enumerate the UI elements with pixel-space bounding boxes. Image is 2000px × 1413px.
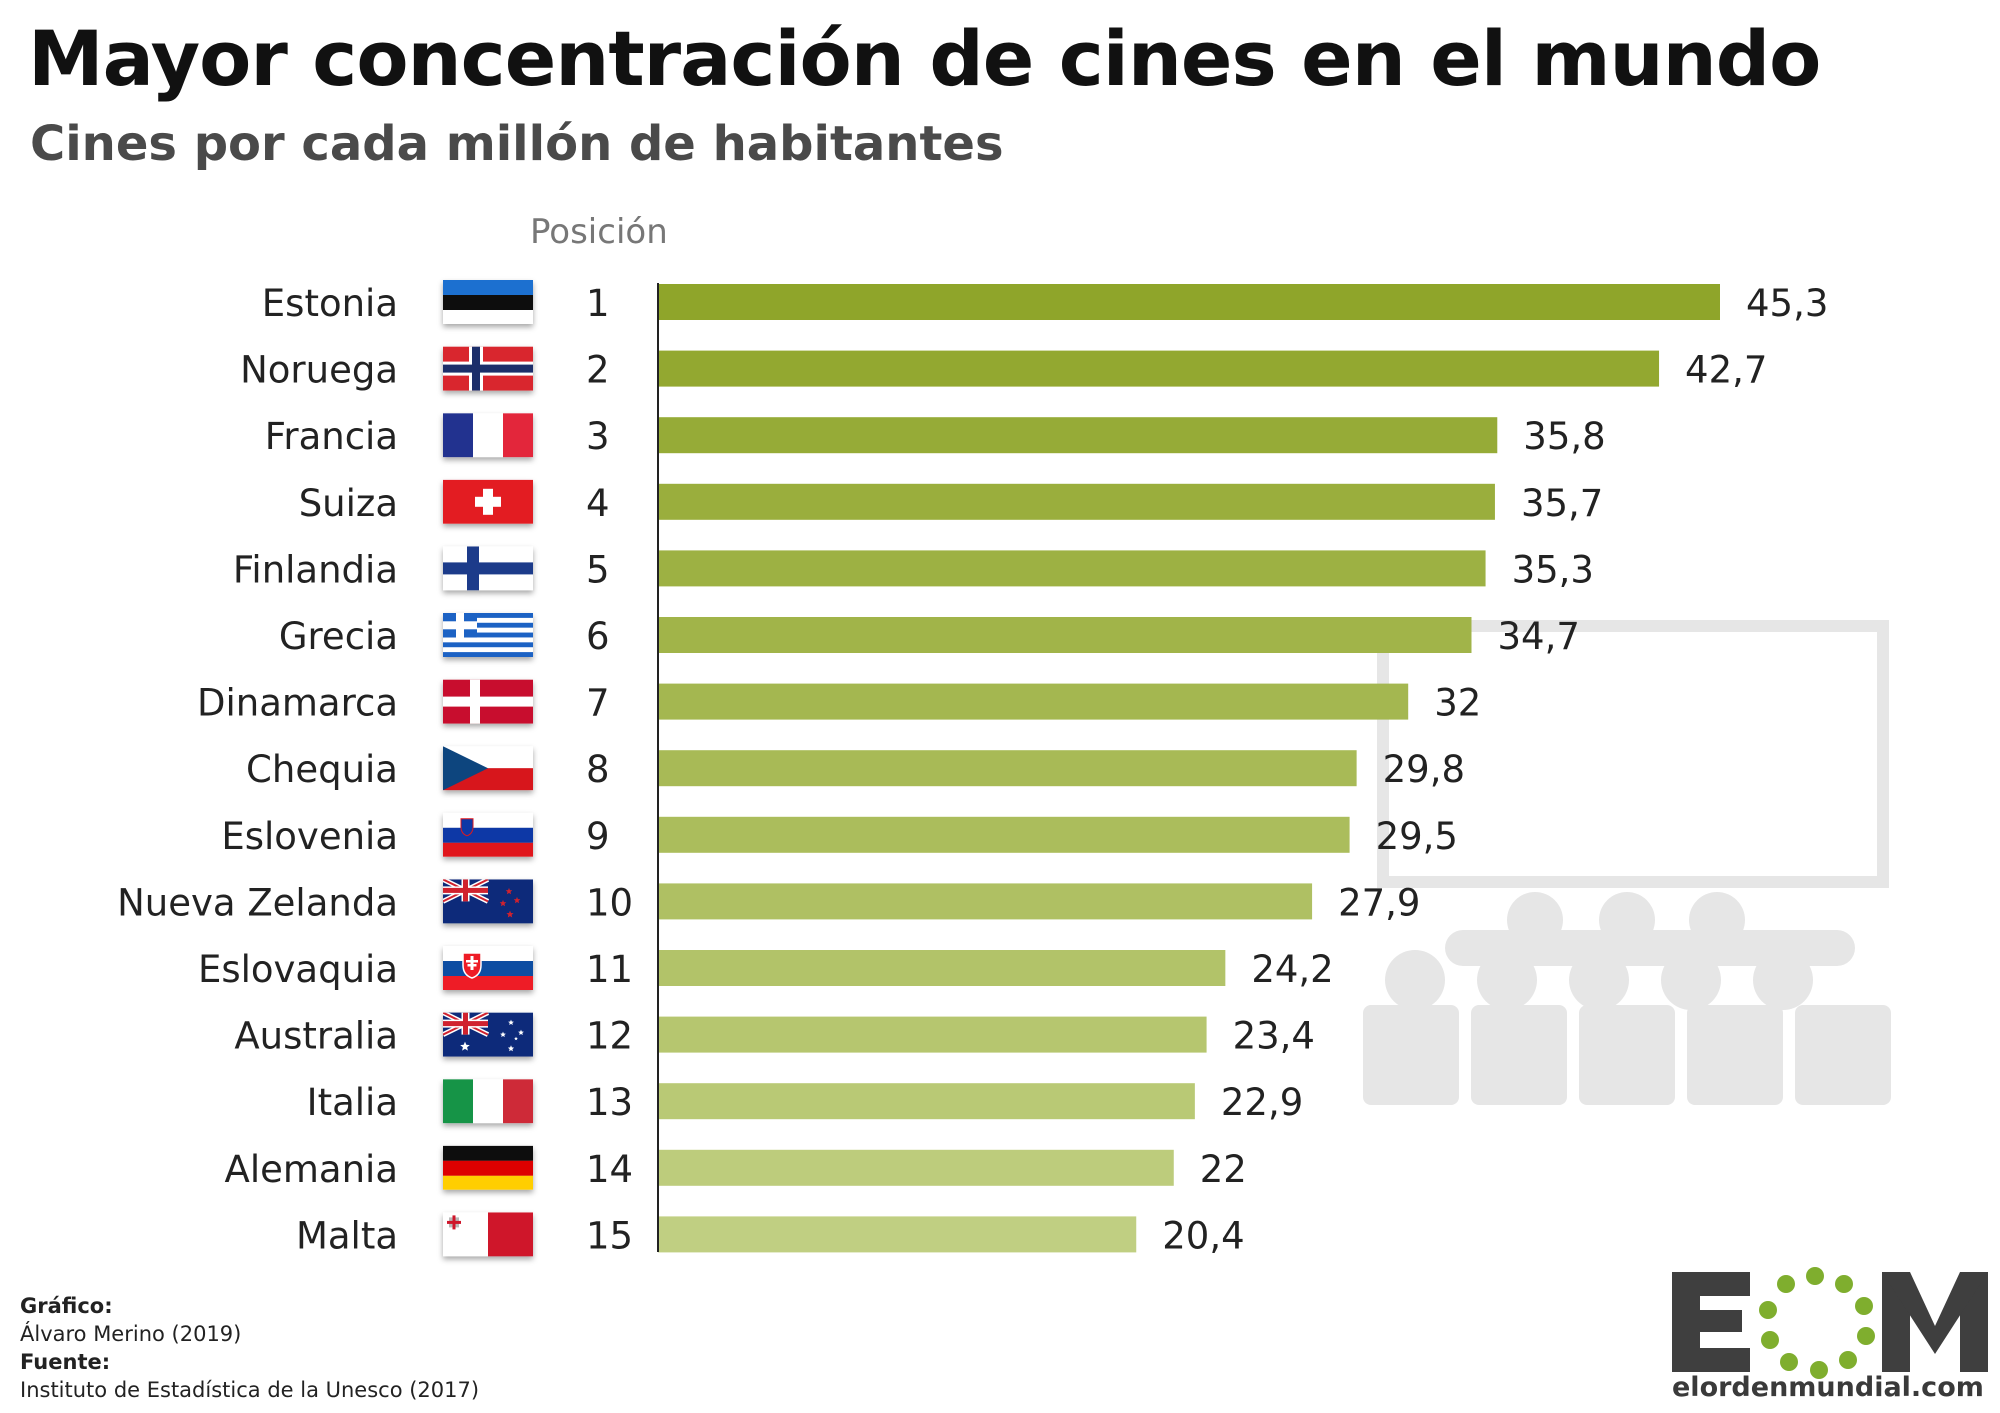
country-label: Eslovenia — [221, 815, 398, 858]
logo-url: elordenmundial.com — [1672, 1372, 1984, 1403]
country-label: Australia — [234, 1015, 398, 1058]
value-label: 20,4 — [1162, 1214, 1244, 1257]
value-label: 35,7 — [1521, 482, 1603, 525]
country-label: Alemania — [225, 1148, 398, 1191]
country-label: Francia — [265, 415, 398, 458]
position-number: 7 — [586, 682, 610, 725]
cinema-audience-icon — [1363, 620, 1891, 1105]
bar — [658, 883, 1313, 920]
chart-title: Mayor concentración de cines en el mundo — [28, 14, 1821, 103]
value-label: 24,2 — [1251, 948, 1333, 991]
flag-france-icon — [443, 413, 533, 458]
flag-estonia-icon — [443, 280, 533, 324]
bar — [658, 417, 1498, 454]
graphic-credit-value: Álvaro Merino (2019) — [20, 1322, 242, 1346]
flag-czechia-icon — [443, 746, 533, 791]
position-number: 15 — [586, 1214, 633, 1257]
position-number: 3 — [586, 415, 610, 458]
value-label: 35,3 — [1512, 548, 1594, 591]
country-label: Chequia — [246, 748, 398, 791]
position-number: 10 — [586, 881, 633, 924]
position-number: 5 — [586, 548, 610, 591]
bar — [658, 1016, 1207, 1053]
position-number: 13 — [586, 1081, 633, 1124]
value-label: 42,7 — [1685, 349, 1767, 392]
graphic-credit-label: Gráfico: — [20, 1294, 113, 1318]
position-number: 12 — [586, 1015, 633, 1058]
credits: Gráfico: Álvaro Merino (2019) Fuente: In… — [20, 1292, 479, 1404]
value-label: 29,8 — [1383, 748, 1465, 791]
flag-germany-icon — [443, 1145, 533, 1190]
position-number: 8 — [586, 748, 610, 791]
chart-subtitle: Cines por cada millón de habitantes — [30, 116, 1004, 172]
position-column-header: Posición — [530, 212, 668, 252]
flag-slovakia-icon — [443, 946, 533, 990]
country-label: Dinamarca — [197, 682, 398, 725]
position-number: 6 — [586, 615, 610, 658]
country-label: Eslovaquia — [198, 948, 398, 991]
value-label: 45,3 — [1746, 282, 1828, 325]
flag-greece-icon — [443, 613, 533, 657]
flag-denmark-icon — [443, 679, 533, 724]
flag-switzerland-icon — [443, 479, 533, 524]
flag-slovenia-icon — [443, 812, 533, 857]
country-label: Noruega — [240, 349, 398, 392]
value-label: 35,8 — [1523, 415, 1605, 458]
country-label: Estonia — [262, 282, 398, 325]
value-label: 27,9 — [1338, 881, 1420, 924]
bar — [658, 750, 1357, 787]
country-label: Nueva Zelanda — [117, 881, 398, 924]
country-label: Italia — [307, 1081, 398, 1124]
bar — [658, 350, 1660, 387]
source-label: Fuente: — [20, 1350, 111, 1374]
flag-norway-icon — [443, 346, 533, 391]
bar — [658, 483, 1495, 520]
bar-chart: Estonia 1 45,3 Noruega 2 42,7 Francia 3 35,8 Suiz… — [117, 280, 1828, 1257]
bar — [658, 1149, 1174, 1186]
country-label: Grecia — [279, 615, 398, 658]
flag-italy-icon — [443, 1079, 533, 1124]
value-label: 32 — [1434, 682, 1481, 725]
country-label: Malta — [296, 1214, 398, 1257]
value-label: 29,5 — [1376, 815, 1458, 858]
flag-finland-icon — [443, 546, 533, 591]
eom-logo — [1672, 1267, 1988, 1379]
country-label: Finlandia — [233, 548, 398, 591]
position-number: 11 — [586, 948, 633, 991]
bar — [658, 284, 1720, 320]
flag-malta-icon — [443, 1212, 533, 1257]
bar — [658, 1083, 1195, 1120]
bar — [658, 816, 1350, 853]
value-label: 23,4 — [1233, 1015, 1315, 1058]
value-label: 34,7 — [1497, 615, 1579, 658]
source-value: Instituto de Estadística de la Unesco (2… — [20, 1378, 480, 1402]
position-number: 1 — [586, 282, 610, 325]
flag-australia-icon — [443, 1012, 533, 1057]
bar — [658, 683, 1409, 720]
bar — [658, 550, 1486, 587]
position-number: 4 — [586, 482, 610, 525]
value-label: 22,9 — [1221, 1081, 1303, 1124]
position-number: 14 — [586, 1148, 633, 1191]
value-label: 22 — [1200, 1148, 1247, 1191]
bar — [658, 1216, 1137, 1253]
bar — [658, 950, 1226, 986]
position-number: 2 — [586, 349, 610, 392]
flag-new-zealand-icon — [443, 879, 533, 924]
country-label: Suiza — [299, 482, 398, 525]
position-number: 9 — [586, 815, 610, 858]
bar — [658, 617, 1472, 653]
